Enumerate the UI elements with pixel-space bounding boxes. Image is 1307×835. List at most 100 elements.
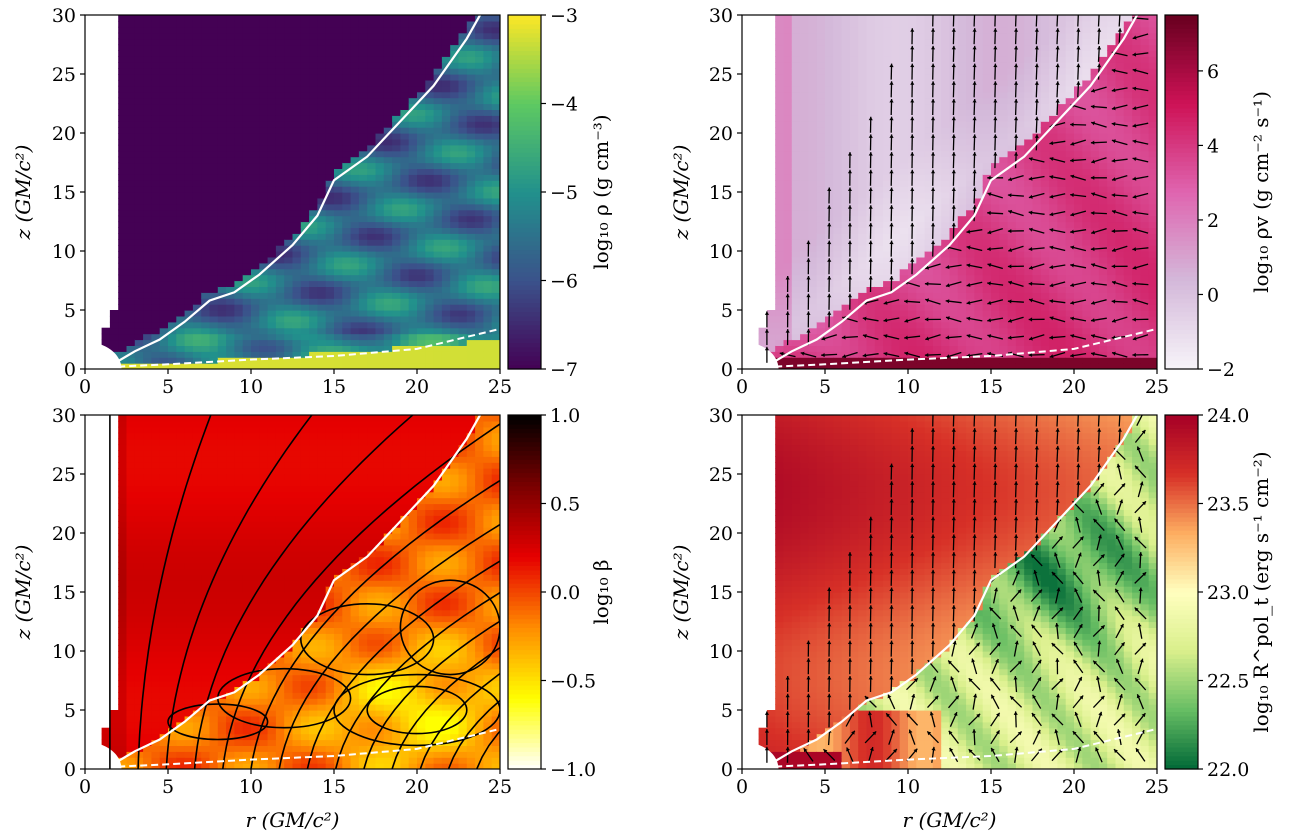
heatmap-cell xyxy=(816,74,826,81)
heatmap-cell xyxy=(475,310,484,317)
heatmap-cell xyxy=(234,79,244,87)
heatmap-cell xyxy=(342,32,352,40)
heatmap-cell xyxy=(1040,150,1050,158)
heatmap-cell xyxy=(466,32,476,40)
heatmap-cell xyxy=(999,363,1009,369)
heatmap-cell xyxy=(242,180,252,187)
heatmap-cell xyxy=(309,351,318,358)
heatmap-cell xyxy=(143,32,152,40)
heatmap-cell xyxy=(259,26,269,34)
heatmap-cell xyxy=(375,339,385,346)
heatmap-cell xyxy=(184,103,194,110)
heatmap-cell xyxy=(151,351,161,358)
heatmap-cell xyxy=(1007,174,1017,181)
heatmap-cell xyxy=(417,239,426,246)
colorbar-segment xyxy=(508,152,541,158)
heatmap-cell xyxy=(483,262,493,270)
heatmap-cell xyxy=(350,15,360,22)
heatmap-cell xyxy=(267,50,277,57)
heatmap-cell xyxy=(184,56,194,63)
heatmap-cell xyxy=(957,351,967,358)
heatmap-cell xyxy=(866,292,876,299)
heatmap-cell xyxy=(974,221,984,228)
heatmap-cell xyxy=(816,280,826,287)
heatmap-cell xyxy=(400,26,410,34)
heatmap-cell xyxy=(325,192,335,199)
heatmap-cell xyxy=(957,292,967,299)
heatmap-cell xyxy=(342,233,352,240)
heatmap-cell xyxy=(966,268,975,276)
heatmap-cell xyxy=(1057,256,1067,264)
heatmap-cell xyxy=(234,180,244,187)
heatmap-cell xyxy=(317,315,327,323)
heatmap-cell xyxy=(1007,251,1017,258)
heatmap-cell xyxy=(209,56,219,63)
heatmap-cell xyxy=(151,262,161,270)
heatmap-cell xyxy=(234,56,244,63)
heatmap-cell xyxy=(932,239,942,246)
heatmap-cell xyxy=(833,280,843,287)
heatmap-cell xyxy=(924,251,934,258)
heatmap-cell xyxy=(184,304,194,311)
heatmap-cell xyxy=(941,239,951,246)
heatmap-cell xyxy=(275,79,285,87)
heatmap-cell xyxy=(209,298,219,305)
heatmap-cell xyxy=(1007,357,1017,364)
heatmap-cell xyxy=(974,327,984,335)
heatmap-cell xyxy=(1015,327,1025,335)
heatmap-cell xyxy=(226,150,235,158)
heatmap-cell xyxy=(483,215,493,223)
excised-region xyxy=(85,15,115,346)
heatmap-cell xyxy=(259,321,269,329)
colorbar-segment xyxy=(508,192,541,198)
heatmap-cell xyxy=(234,168,244,175)
heatmap-cell xyxy=(825,26,834,34)
heatmap-cell xyxy=(816,292,826,299)
heatmap-cell xyxy=(300,26,310,34)
heatmap-cell xyxy=(334,239,343,246)
heatmap-cell xyxy=(284,192,294,199)
heatmap-cell xyxy=(259,62,269,69)
heatmap-cell xyxy=(1024,333,1034,341)
heatmap-cell xyxy=(891,103,901,110)
heatmap-cell xyxy=(226,115,235,122)
heatmap-cell xyxy=(491,50,500,57)
heatmap-cell xyxy=(783,156,793,164)
heatmap-cell xyxy=(383,121,393,128)
heatmap-cell xyxy=(1040,32,1050,40)
heatmap-cell xyxy=(441,127,451,134)
heatmap-cell xyxy=(176,174,186,181)
heatmap-cell xyxy=(292,310,302,317)
heatmap-cell xyxy=(192,68,202,75)
heatmap-cell xyxy=(924,274,934,282)
heatmap-cell xyxy=(766,345,776,352)
heatmap-cell xyxy=(941,298,951,305)
heatmap-cell xyxy=(184,156,194,164)
heatmap-cell xyxy=(866,103,876,110)
heatmap-cell xyxy=(475,38,484,46)
heatmap-cell xyxy=(159,192,169,199)
heatmap-cell xyxy=(849,127,859,134)
heatmap-cell xyxy=(974,138,984,146)
heatmap-cell xyxy=(775,186,785,193)
heatmap-cell xyxy=(450,62,460,69)
heatmap-cell xyxy=(433,363,443,369)
heatmap-cell xyxy=(849,215,859,223)
heatmap-cell xyxy=(300,186,310,193)
heatmap-cell xyxy=(450,327,460,335)
heatmap-cell xyxy=(1024,298,1034,305)
heatmap-cell xyxy=(417,162,426,169)
heatmap-cell xyxy=(392,44,401,51)
heatmap-cell xyxy=(259,245,269,252)
heatmap-cell xyxy=(151,56,161,63)
heatmap-cell xyxy=(425,20,435,28)
heatmap-cell xyxy=(1015,351,1025,358)
heatmap-cell xyxy=(483,115,493,122)
heatmap-cell xyxy=(168,56,177,63)
heatmap-cell xyxy=(126,38,136,46)
heatmap-cell xyxy=(1015,109,1025,116)
heatmap-cell xyxy=(475,233,484,240)
heatmap-cell xyxy=(475,292,484,299)
heatmap-cell xyxy=(491,156,500,164)
heatmap-cell xyxy=(151,74,161,81)
